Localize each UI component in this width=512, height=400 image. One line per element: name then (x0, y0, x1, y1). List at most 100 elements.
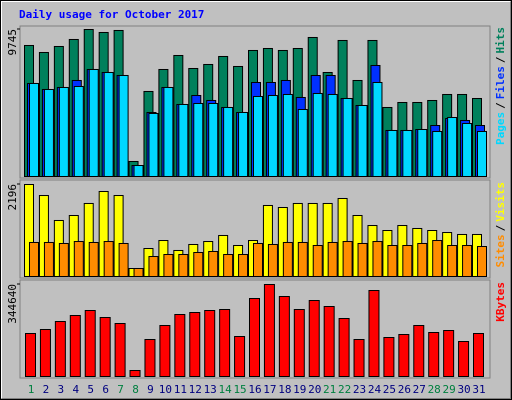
bar (73, 85, 84, 177)
bar (43, 241, 54, 277)
bar (163, 86, 174, 177)
bar (372, 241, 383, 278)
bar (327, 93, 338, 177)
x-tick-label: 15 (233, 383, 246, 396)
bar (253, 95, 263, 177)
x-tick-label: 4 (72, 383, 79, 396)
bar (189, 312, 201, 378)
x-tick-label: 9 (147, 383, 154, 396)
bar (249, 298, 260, 377)
bar (312, 92, 323, 177)
legend-entry: Visits (494, 182, 507, 222)
bar (84, 310, 96, 377)
bar (372, 81, 383, 177)
y-tick-label: 2196 (6, 184, 19, 211)
bar (353, 339, 365, 377)
x-tick-label: 29 (443, 383, 456, 396)
bar (342, 241, 353, 278)
bar (118, 242, 129, 277)
bar (368, 290, 380, 377)
x-tick-label: 18 (278, 383, 291, 396)
bar (133, 165, 144, 177)
bar (129, 370, 141, 378)
bar (223, 254, 234, 277)
bar (178, 254, 189, 277)
x-tick-label: 13 (204, 383, 217, 396)
bar (473, 333, 484, 378)
bar (402, 244, 413, 278)
x-tick-label: 3 (58, 383, 65, 396)
bar (308, 300, 320, 378)
bar (338, 318, 350, 377)
bar (432, 130, 443, 178)
x-tick-label: 27 (413, 383, 426, 396)
x-tick-label: 24 (368, 383, 382, 396)
x-tick-label: 12 (189, 383, 202, 396)
bar (54, 321, 66, 378)
bar (204, 310, 216, 377)
bar (238, 111, 249, 177)
x-tick-label: 14 (219, 383, 233, 396)
bar (69, 315, 81, 377)
bar (43, 88, 54, 177)
bar (88, 241, 99, 277)
bar (234, 336, 246, 377)
x-tick-label: 22 (338, 383, 351, 396)
bar (293, 309, 305, 377)
bar (458, 341, 470, 378)
bar (383, 337, 395, 378)
bar (178, 103, 189, 177)
bar (267, 94, 278, 177)
x-tick-label: 28 (428, 383, 441, 396)
x-tick-label: 5 (87, 383, 94, 396)
bar (163, 254, 174, 277)
bar (208, 102, 219, 177)
bar (103, 241, 114, 278)
bar (58, 242, 69, 277)
bar (387, 129, 398, 177)
x-tick-label: 2 (43, 383, 50, 396)
legend: Sites / Visits (494, 182, 507, 268)
legend-entry: Files (494, 66, 507, 99)
bar (148, 256, 159, 277)
x-tick-label: 23 (353, 383, 366, 396)
bar (428, 332, 440, 377)
legend-entry: Pages (494, 112, 507, 145)
legend-separator: / (494, 224, 507, 231)
bar (413, 325, 425, 378)
legend: KBytes (494, 282, 507, 322)
bar (193, 251, 204, 278)
bar (267, 243, 278, 278)
bar (223, 106, 234, 177)
bar (357, 104, 368, 177)
x-tick-label: 6 (102, 383, 109, 396)
x-tick-label: 30 (457, 383, 470, 396)
bar (253, 242, 263, 277)
x-tick-label: 10 (159, 383, 172, 396)
bar (103, 71, 114, 177)
bar (133, 267, 144, 277)
bar (357, 242, 368, 277)
x-tick-label: 21 (323, 383, 336, 396)
bar (477, 246, 487, 278)
bar (342, 97, 353, 177)
bar (282, 241, 293, 277)
bar (312, 244, 323, 278)
bar (144, 339, 156, 377)
bar (417, 242, 428, 277)
bar (327, 241, 338, 277)
x-tick-label: 26 (398, 383, 411, 396)
bar (58, 86, 69, 177)
legend-entry: KBytes (494, 282, 507, 322)
legend-separator: / (494, 56, 507, 63)
x-tick-label: 8 (132, 383, 139, 396)
bar (443, 330, 455, 377)
bar (297, 108, 308, 177)
bar (297, 241, 308, 277)
x-tick-label: 20 (308, 383, 321, 396)
x-tick-label: 25 (383, 383, 396, 396)
bar (114, 323, 126, 377)
bar (402, 129, 413, 177)
bar (208, 250, 219, 278)
